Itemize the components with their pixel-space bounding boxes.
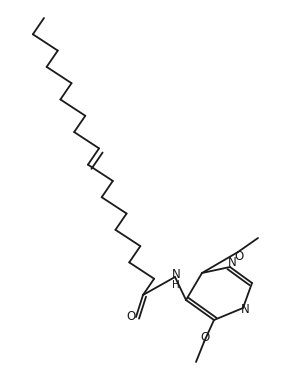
Text: O: O — [200, 331, 209, 344]
Text: O: O — [234, 250, 243, 263]
Text: H: H — [172, 280, 180, 290]
Text: N: N — [171, 268, 180, 281]
Text: N: N — [228, 256, 236, 269]
Text: O: O — [126, 310, 135, 323]
Text: N: N — [241, 303, 250, 316]
